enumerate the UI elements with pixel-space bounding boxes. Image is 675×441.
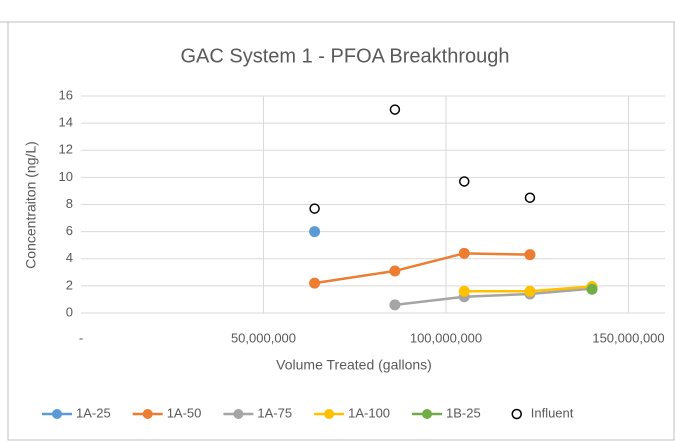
data-point: [309, 203, 320, 214]
y-tick-label: 0: [66, 304, 73, 319]
data-point: [309, 226, 321, 238]
x-tick-label: 150,000,000: [592, 330, 664, 345]
y-tick-label: 16: [59, 87, 73, 102]
legend-label: 1A-25: [76, 405, 111, 420]
legend-label: 1A-100: [348, 405, 390, 420]
y-axis-label: Concentraiton (ng/L): [23, 141, 39, 269]
data-point: [389, 299, 401, 311]
y-tick-label: 12: [59, 142, 73, 157]
data-point: [459, 176, 470, 187]
legend-marker: [52, 409, 62, 419]
series-line: [394, 287, 593, 307]
legend-marker: [324, 409, 335, 419]
chart-frame: [7, 21, 675, 441]
x-tick-label: 50,000,000: [231, 330, 296, 345]
data-point: [458, 285, 470, 297]
legend-label: 1A-50: [167, 405, 202, 420]
y-tick-label: 2: [66, 277, 73, 292]
data-point: [389, 265, 401, 277]
x-tick-label: 100,000,000: [410, 330, 482, 345]
legend-marker: [511, 408, 522, 420]
data-point: [586, 283, 598, 295]
x-tick-label: -: [79, 330, 83, 345]
legend-label: Influent: [531, 405, 574, 420]
legend-marker: [233, 409, 244, 419]
legend-label: 1B-25: [446, 405, 481, 420]
y-tick-label: 10: [59, 169, 73, 184]
data-point: [389, 104, 401, 115]
chart-title: GAC System 1 - PFOA Breakthrough: [180, 45, 509, 67]
data-point: [309, 277, 321, 289]
data-point: [524, 285, 536, 297]
legend-marker: [142, 409, 153, 419]
y-tick-label: 8: [66, 196, 73, 211]
y-tick-label: 4: [66, 250, 73, 265]
legend-label: 1A-75: [257, 405, 292, 420]
x-axis-label: Volume Treated (gallons): [276, 357, 432, 373]
series-line: [314, 252, 530, 285]
y-tick-label: 14: [59, 115, 73, 130]
data-point: [458, 247, 470, 259]
y-tick-label: 6: [66, 223, 73, 238]
data-point: [524, 192, 536, 203]
data-point: [524, 249, 536, 261]
legend-marker: [422, 409, 433, 419]
